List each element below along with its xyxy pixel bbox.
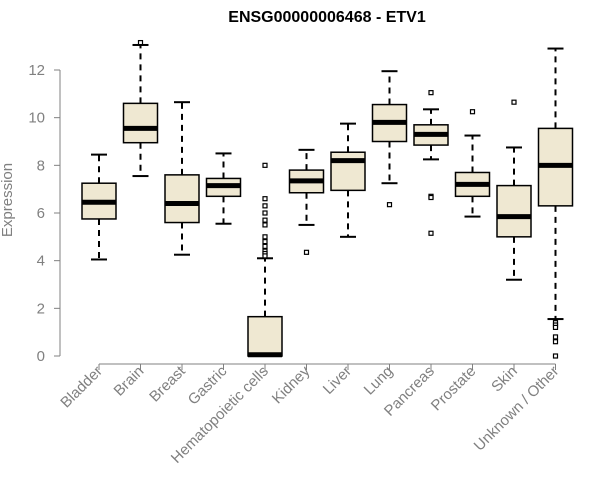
outlier-kidney-0 — [303, 249, 310, 255]
outlier-hematopoietic-cells-2 — [262, 203, 268, 209]
y-axis-label: Expression — [0, 163, 16, 237]
chart-title: ENSG00000006468 - ETV1 — [228, 9, 426, 26]
box-liver — [330, 122, 366, 238]
x-tick-label-bladder: Bladder — [57, 363, 106, 412]
box-body-brain — [122, 102, 159, 144]
outlier-unknown-other-2 — [552, 324, 559, 330]
box-breast — [164, 101, 200, 256]
outlier-hematopoietic-cells-7 — [262, 239, 268, 245]
outlier-unknown-other-5 — [552, 353, 559, 359]
boxes-group — [81, 39, 574, 359]
box-prostate — [454, 109, 491, 218]
box-gastric — [205, 152, 242, 225]
x-tick-label-lung: Lung — [361, 363, 397, 399]
outlier-pancreas-0 — [428, 90, 434, 96]
box-body-skin — [496, 184, 532, 238]
x-tick-label-prostate: Prostate — [428, 363, 480, 415]
outlier-hematopoietic-cells-11 — [262, 253, 268, 259]
outlier-pancreas-3 — [428, 230, 434, 236]
y-tick-label-8: 8 — [37, 157, 45, 174]
y-axis: 0 2 4 6 8 10 12 — [28, 62, 61, 365]
outlier-lung-0 — [386, 202, 393, 208]
outlier-hematopoietic-cells-6 — [262, 234, 268, 240]
box-hematopoietic-cells — [247, 162, 283, 358]
outlier-unknown-other-3 — [552, 334, 559, 340]
box-bladder — [81, 153, 117, 261]
outlier-skin-0 — [511, 99, 517, 105]
outlier-hematopoietic-cells-5 — [262, 222, 268, 228]
outlier-brain-0 — [137, 39, 144, 46]
outlier-unknown-other-4 — [552, 339, 559, 345]
y-tick-label-6: 6 — [37, 205, 45, 222]
box-body-hematopoietic-cells — [247, 315, 283, 357]
box-body-liver — [330, 151, 366, 192]
outlier-hematopoietic-cells-0 — [262, 162, 268, 168]
x-tick-label-liver: Liver — [320, 363, 355, 398]
x-tick-label-breast: Breast — [146, 362, 189, 405]
box-brain — [122, 39, 159, 178]
outlier-hematopoietic-cells-1 — [262, 196, 268, 202]
box-lung — [371, 70, 408, 208]
outlier-hematopoietic-cells-3 — [262, 210, 268, 216]
y-tick-label-2: 2 — [37, 300, 45, 317]
outlier-prostate-0 — [469, 109, 476, 115]
y-tick-label-0: 0 — [37, 348, 45, 365]
outlier-hematopoietic-cells-8 — [262, 243, 268, 249]
x-tick-label-skin: Skin — [488, 363, 521, 396]
outlier-hematopoietic-cells-4 — [262, 217, 268, 223]
y-tick-label-4: 4 — [37, 253, 45, 270]
y-tick-label-10: 10 — [28, 110, 45, 127]
box-unknown-other — [537, 47, 574, 359]
x-tick-label-brain: Brain — [111, 363, 148, 400]
box-skin — [496, 99, 532, 281]
box-pancreas — [413, 90, 449, 236]
outlier-pancreas-2 — [428, 194, 434, 201]
box-kidney — [288, 148, 325, 255]
y-tick-label-12: 12 — [28, 62, 45, 79]
box-body-breast — [164, 174, 200, 224]
